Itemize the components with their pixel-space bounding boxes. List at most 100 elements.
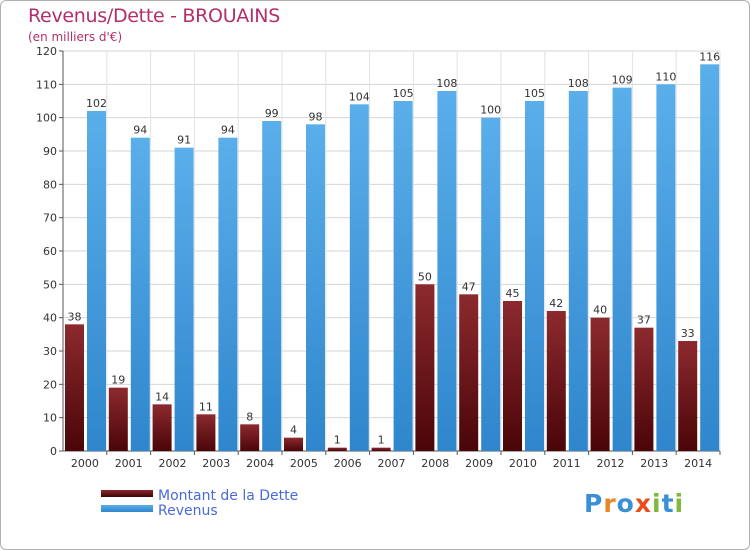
x-tick-label: 2007 bbox=[378, 457, 406, 470]
bar-revenus bbox=[525, 101, 544, 451]
logo-letter: r bbox=[603, 489, 617, 518]
y-tick-label: 50 bbox=[43, 278, 57, 291]
bar-revenus bbox=[87, 111, 106, 451]
y-tick-label: 0 bbox=[50, 445, 57, 458]
bar-revenus-label: 102 bbox=[86, 97, 107, 110]
bar-revenus-label: 110 bbox=[655, 70, 676, 83]
bars bbox=[65, 64, 720, 452]
bar-dette-label: 8 bbox=[246, 410, 253, 423]
x-tick-label: 2001 bbox=[115, 457, 143, 470]
x-tick-label: 2009 bbox=[465, 457, 493, 470]
bar-revenus bbox=[174, 147, 194, 451]
bar-dette bbox=[546, 311, 566, 451]
bar-dette bbox=[678, 341, 698, 451]
bar-dette-label: 11 bbox=[199, 400, 213, 413]
legend-label-debt: Montant de la Dette bbox=[158, 488, 299, 504]
y-tick-label: 30 bbox=[43, 345, 57, 358]
logo-letter: o bbox=[616, 489, 635, 518]
x-tick-label: 2003 bbox=[202, 457, 230, 470]
y-tick-label: 120 bbox=[36, 45, 57, 58]
bar-revenus bbox=[393, 101, 413, 451]
x-tick-label: 2011 bbox=[553, 457, 581, 470]
bar-dette bbox=[65, 324, 84, 451]
bar-dette-label: 42 bbox=[549, 297, 563, 310]
bar-dette-label: 14 bbox=[155, 390, 169, 403]
bar-dette bbox=[108, 387, 128, 451]
x-tick-label: 2013 bbox=[640, 457, 668, 470]
axes: 0 10 20 30 40 50 60 70 80 90 100 110 120 2000 2001 2002… bbox=[36, 45, 721, 470]
bar-dette bbox=[240, 424, 260, 451]
logo-letter: i bbox=[674, 489, 685, 518]
y-tick-label: 10 bbox=[43, 412, 57, 425]
bar-revenus bbox=[349, 104, 369, 451]
y-tick-label: 70 bbox=[43, 212, 57, 225]
bar-dette bbox=[459, 294, 479, 451]
bar-revenus-label: 94 bbox=[221, 124, 235, 137]
bar-revenus bbox=[306, 124, 325, 451]
logo-letter: i bbox=[652, 489, 662, 518]
data-labels: 38 102 19 94 14 91 11 94 8 99 4 98 1 104 1 105 50 108 47 10… bbox=[68, 50, 721, 446]
bar-dette bbox=[327, 447, 347, 451]
bar-revenus-label: 104 bbox=[349, 90, 370, 103]
logo-letter: t bbox=[661, 489, 675, 518]
bar-revenus-label: 105 bbox=[524, 87, 545, 100]
legend-swatch-revenus bbox=[101, 505, 153, 512]
bar-dette-label: 47 bbox=[462, 280, 476, 293]
bar-dette-label: 19 bbox=[111, 374, 125, 387]
bar-revenus-label: 108 bbox=[436, 77, 457, 90]
bar-revenus-label: 91 bbox=[177, 134, 191, 147]
bar-dette bbox=[590, 317, 610, 451]
logo-letter: P bbox=[584, 489, 604, 518]
bar-dette bbox=[371, 447, 391, 451]
bar-dette-label: 38 bbox=[68, 310, 82, 323]
logo-letter: x bbox=[634, 489, 652, 518]
legend-swatch-debt bbox=[101, 490, 153, 497]
bar-revenus bbox=[130, 137, 150, 451]
bar-revenus bbox=[612, 87, 632, 452]
bar-dette-label: 1 bbox=[378, 434, 385, 447]
x-tick-label: 2005 bbox=[290, 457, 318, 470]
bar-revenus-label: 100 bbox=[480, 104, 501, 117]
bar-dette-label: 4 bbox=[290, 424, 297, 437]
y-tick-label: 100 bbox=[36, 112, 57, 125]
x-tick-label: 2008 bbox=[421, 457, 449, 470]
bar-revenus-label: 116 bbox=[699, 50, 720, 63]
y-tick-label: 110 bbox=[36, 78, 57, 91]
bar-dette-label: 33 bbox=[681, 327, 695, 340]
x-tick-label: 2000 bbox=[71, 457, 99, 470]
bar-dette bbox=[284, 437, 303, 451]
bar-dette-label: 45 bbox=[506, 287, 520, 300]
x-tick-label: 2010 bbox=[509, 457, 537, 470]
bar-revenus-label: 105 bbox=[393, 87, 414, 100]
proxiti-logo: Proxiti bbox=[584, 489, 684, 518]
grid-lines bbox=[62, 50, 721, 452]
x-tick-label: 2014 bbox=[684, 457, 712, 470]
x-tick-label: 2012 bbox=[597, 457, 625, 470]
y-tick-label: 40 bbox=[43, 312, 57, 325]
bar-dette bbox=[196, 414, 216, 451]
bar-dette-label: 37 bbox=[637, 314, 651, 327]
bar-dette-label: 1 bbox=[334, 434, 341, 447]
bar-revenus bbox=[437, 91, 457, 451]
legend-label-revenus: Revenus bbox=[158, 503, 218, 519]
chart-title: Revenus/Dette - BROUAINS bbox=[28, 5, 280, 27]
chart-subtitle: (en milliers d'€) bbox=[28, 30, 123, 44]
x-tick-label: 2004 bbox=[246, 457, 274, 470]
bar-dette bbox=[415, 284, 435, 451]
bar-revenus bbox=[218, 137, 238, 451]
x-tick-label: 2002 bbox=[159, 457, 187, 470]
bar-revenus-label: 94 bbox=[133, 124, 147, 137]
bar-revenus-label: 108 bbox=[568, 77, 589, 90]
bar-revenus bbox=[700, 64, 720, 452]
x-tick-label: 2006 bbox=[334, 457, 362, 470]
bar-revenus bbox=[481, 117, 501, 452]
bar-dette-label: 50 bbox=[418, 270, 432, 283]
bar-revenus-label: 109 bbox=[612, 74, 633, 87]
y-tick-label: 80 bbox=[43, 178, 57, 191]
bar-dette bbox=[152, 404, 172, 451]
bar-dette bbox=[503, 301, 522, 451]
y-tick-label: 20 bbox=[43, 378, 57, 391]
bar-dette-label: 40 bbox=[593, 304, 607, 317]
